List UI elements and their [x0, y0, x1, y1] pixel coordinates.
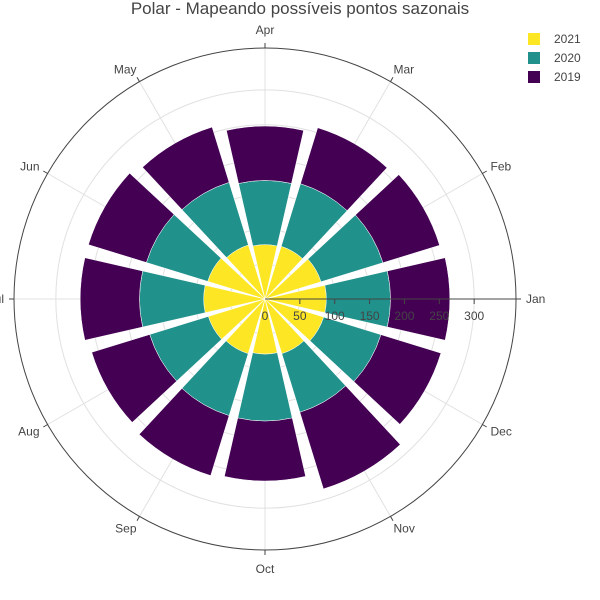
angular-tick-mark [482, 424, 487, 428]
angular-tick-label-jun: Jun [20, 160, 39, 174]
radial-tick-label-200: 200 [394, 309, 414, 323]
radial-tick-label-100: 100 [325, 309, 345, 323]
bar-2019-mar[interactable] [300, 127, 388, 211]
bar-2019-may[interactable] [142, 126, 230, 210]
angular-tick-label-sep: Sep [115, 521, 137, 535]
angular-tick-label-mar: Mar [394, 63, 415, 77]
bar-2019-sep[interactable] [138, 388, 230, 476]
legend-swatch [528, 52, 540, 64]
angular-tick-labels: Jan Feb Mar Apr May Jun Jul Aug Sep Oct Nov Dec [0, 23, 545, 576]
radial-tick-label-0: 0 [262, 309, 269, 323]
bar-2019-jul[interactable] [79, 257, 143, 341]
angular-tick-label-feb: Feb [490, 160, 511, 174]
angular-tick-mark [43, 424, 48, 428]
angular-tick-mark [43, 170, 48, 174]
radial-tick-labels: 0 50 100 150 200 250 300 [262, 309, 485, 323]
angular-tick-label-jul: Jul [0, 292, 4, 306]
radial-tick-label-250: 250 [429, 309, 449, 323]
angular-tick-label-nov: Nov [394, 521, 415, 535]
bar-2019-nov[interactable] [299, 385, 401, 490]
bar-2020-apr[interactable] [238, 180, 292, 247]
legend-swatch [528, 71, 540, 83]
angular-tick-label-may: May [114, 63, 137, 77]
radial-tick-label-300: 300 [464, 309, 484, 323]
legend-item-2019[interactable]: 2019 [528, 70, 581, 84]
radial-tick-label-150: 150 [360, 309, 380, 323]
polar-axes [9, 43, 521, 555]
chart-title: Polar - Mapeando possíveis pontos sazona… [131, 0, 469, 18]
bar-2019-oct[interactable] [224, 417, 306, 482]
angular-tick-mark [390, 77, 394, 82]
angular-tick-label-apr: Apr [256, 23, 275, 37]
legend-item-2021[interactable]: 2021 [528, 32, 581, 46]
bar-2020-jul[interactable] [139, 270, 206, 328]
bar-2019-jun[interactable] [88, 172, 175, 263]
legend-label: 2019 [554, 70, 581, 84]
angular-tick-mark [390, 516, 394, 521]
angular-tick-label-aug: Aug [18, 425, 39, 439]
bar-2019-aug[interactable] [91, 334, 177, 423]
angular-tick-mark [136, 516, 140, 521]
legend-swatch [528, 33, 540, 45]
legend[interactable]: 2021 2020 2019 [528, 32, 581, 84]
angular-tick-label-dec: Dec [490, 425, 511, 439]
polar-bars [79, 125, 451, 490]
legend-label: 2020 [554, 51, 581, 65]
radial-tick-label-50: 50 [293, 309, 307, 323]
angular-tick-label-jan: Jan [526, 292, 545, 306]
legend-item-2020[interactable]: 2020 [528, 51, 581, 65]
bar-2019-dec[interactable] [353, 334, 442, 425]
bar-2020-oct[interactable] [237, 352, 293, 422]
angular-tick-label-oct: Oct [256, 562, 275, 576]
bar-2019-apr[interactable] [226, 125, 304, 184]
legend-label: 2021 [554, 32, 581, 46]
angular-tick-mark [136, 77, 140, 82]
bar-2019-feb[interactable] [355, 174, 440, 264]
angular-tick-mark [482, 170, 487, 174]
